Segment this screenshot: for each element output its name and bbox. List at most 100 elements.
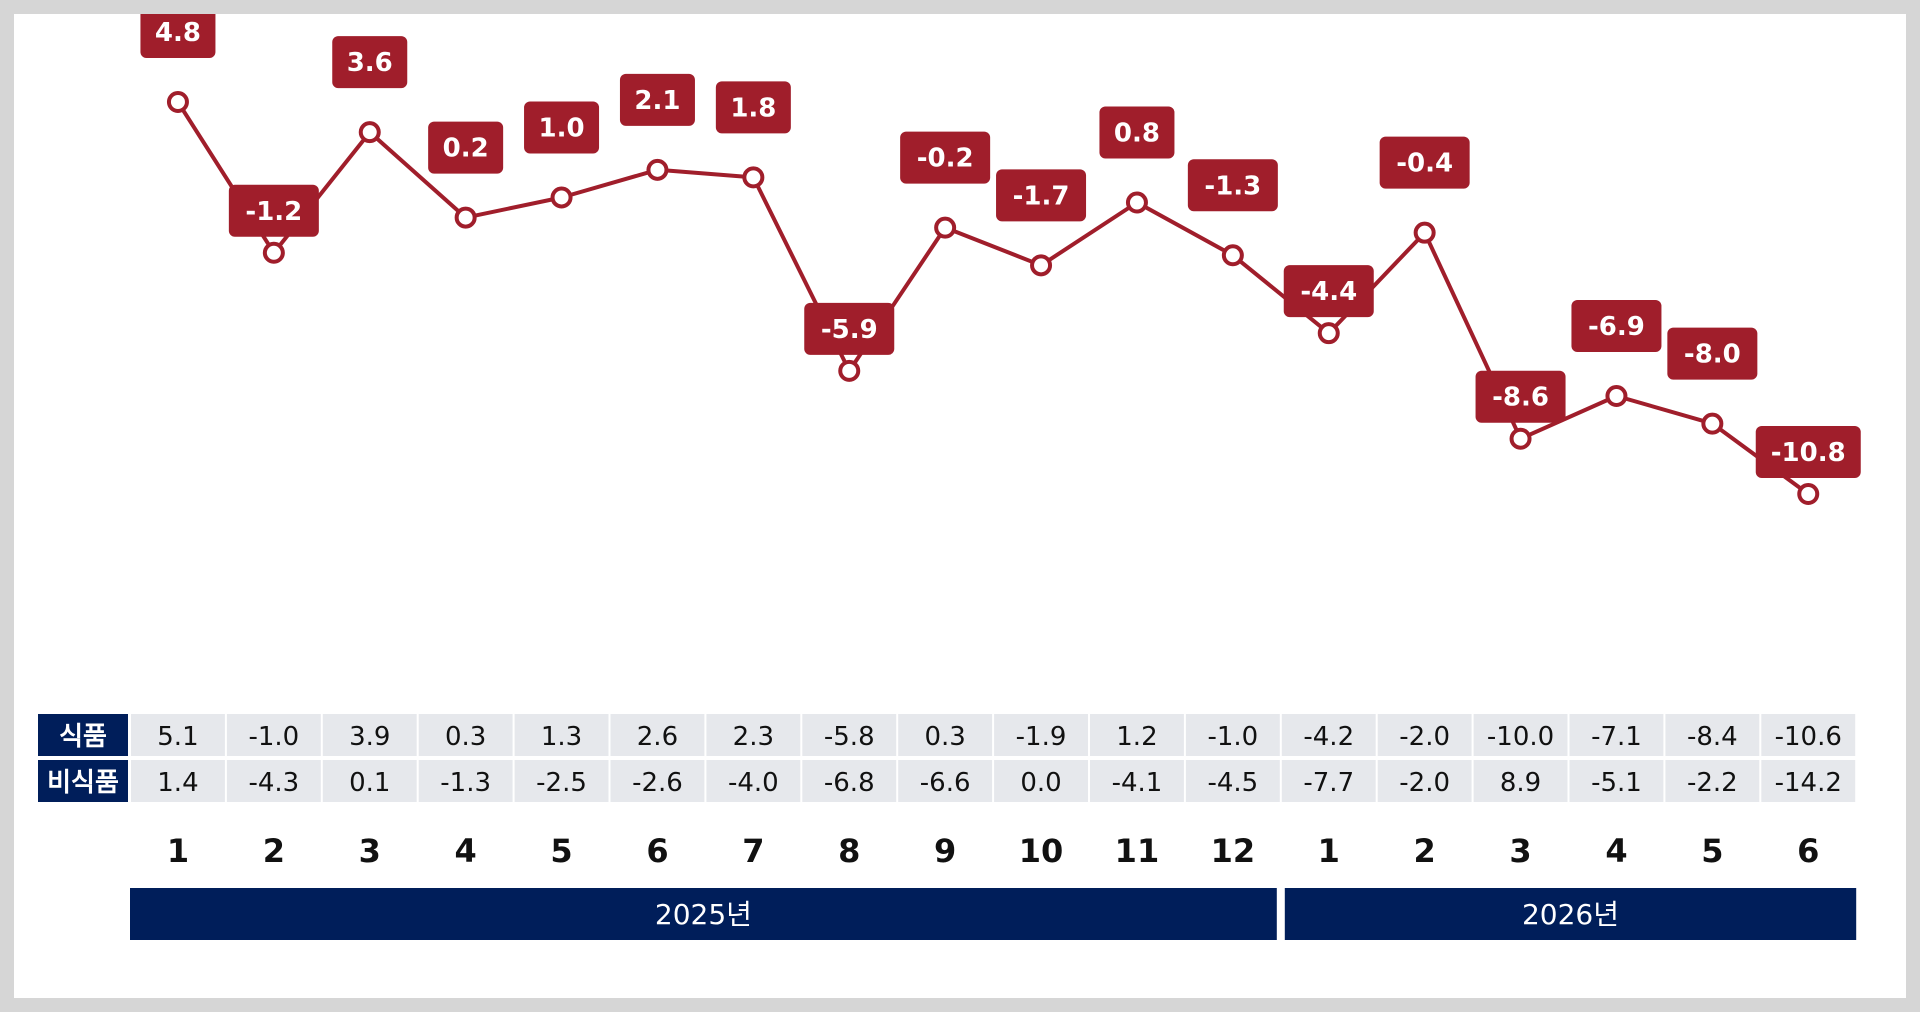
x-tick-label: 3 — [359, 832, 381, 870]
year-bar — [130, 888, 1277, 940]
x-tick-label: 1 — [1318, 832, 1340, 870]
table-cell: -4.3 — [248, 768, 299, 798]
table-cell-bg — [131, 714, 225, 756]
data-point — [358, 121, 381, 144]
table-cell: -4.1 — [1112, 768, 1163, 798]
table-cell: -10.6 — [1775, 722, 1842, 752]
x-tick-label: 4 — [1605, 832, 1627, 870]
table-cell-bg — [1281, 760, 1376, 802]
table-cell-bg — [898, 714, 993, 756]
x-tick-label: 2 — [1414, 832, 1436, 870]
table-cell: -7.7 — [1303, 768, 1354, 798]
table-cell-bg — [226, 760, 321, 802]
table-cell-bg — [418, 714, 513, 756]
table-cell: -10.0 — [1487, 722, 1554, 752]
x-tick-label: 5 — [550, 832, 572, 870]
x-tick-label: 3 — [1509, 832, 1531, 870]
data-label: 1.8 — [730, 93, 776, 123]
table-cell: 1.2 — [1116, 722, 1157, 752]
data-label: -1.7 — [1013, 181, 1070, 211]
table-cell-bg — [610, 760, 705, 802]
table-row-header-bg — [38, 714, 128, 756]
data-point — [934, 216, 957, 239]
table-cell: -1.9 — [1016, 722, 1067, 752]
data-point — [1509, 427, 1532, 450]
table-cell: -5.8 — [824, 722, 875, 752]
table-cell-bg — [706, 760, 801, 802]
data-label: -10.8 — [1771, 438, 1846, 468]
data-label-box — [524, 101, 600, 154]
table-cell-bg — [1185, 760, 1280, 802]
table-cell: -2.0 — [1399, 722, 1450, 752]
table-cell-bg — [1281, 714, 1376, 756]
table-cell: -7.1 — [1591, 722, 1642, 752]
line-chart: 4.8 -1.2 3.6 0.2 1.0 2.1 1.8 -5.9 -0.2 -1.7 0.8 -1.… — [38, 14, 1861, 940]
data-label: 0.8 — [1114, 119, 1160, 149]
data-label: 1.0 — [539, 113, 585, 143]
data-label-box — [228, 184, 319, 237]
data-point — [166, 91, 189, 113]
data-point — [454, 206, 477, 229]
x-tick-label: 8 — [838, 832, 860, 870]
data-label-box — [1283, 265, 1374, 318]
data-point — [1030, 254, 1053, 277]
table-cell-bg — [131, 760, 225, 802]
data-label: -5.9 — [821, 315, 878, 345]
x-tick-label: 2 — [263, 832, 285, 870]
data-label: -0.2 — [917, 144, 974, 174]
data-point — [742, 166, 765, 189]
data-point — [1413, 221, 1436, 244]
table-cell-bg — [898, 760, 993, 802]
table-cell-bg — [1569, 760, 1664, 802]
x-tick-label: 4 — [455, 832, 477, 870]
x-tick-label: 9 — [934, 832, 956, 870]
x-tick-label: 1 — [167, 832, 189, 870]
table-cell: -8.4 — [1687, 722, 1738, 752]
table-cell-bg — [994, 714, 1088, 756]
data-point — [1125, 191, 1148, 214]
x-tick-label: 12 — [1211, 832, 1256, 870]
table-cell-bg — [1473, 760, 1568, 802]
table-cell: -2.6 — [632, 768, 683, 798]
x-tick-label: 5 — [1701, 832, 1723, 870]
table-cell-bg — [610, 714, 705, 756]
year-label: 2026년 — [1522, 898, 1619, 931]
data-label: -8.0 — [1684, 340, 1741, 370]
data-label-box — [1475, 370, 1566, 423]
table-cell: 0.0 — [1020, 768, 1061, 798]
x-tick-label: 7 — [742, 832, 764, 870]
data-point — [1221, 244, 1244, 267]
table-cell-bg — [1090, 760, 1184, 802]
data-label-box — [1755, 426, 1861, 478]
table-cell-bg — [1185, 714, 1280, 756]
data-point — [1701, 412, 1724, 435]
data-point — [1605, 385, 1628, 407]
data-label-box — [715, 81, 791, 134]
data-label-box — [900, 131, 991, 184]
data-label-box — [1667, 327, 1758, 380]
table-row-header-bg — [38, 760, 128, 802]
table-cell-bg — [514, 714, 609, 756]
table-cell: 1.4 — [157, 768, 198, 798]
table-cell: -6.8 — [824, 768, 875, 798]
data-label-box — [1571, 300, 1662, 352]
table-cell: -4.2 — [1303, 722, 1354, 752]
table-cell-bg — [1761, 714, 1856, 756]
data-label-box — [1379, 136, 1470, 189]
data-point — [646, 158, 669, 181]
table-cell-bg — [226, 714, 321, 756]
data-label: 4.8 — [155, 18, 201, 48]
data-label-box — [428, 121, 504, 174]
table-cell-bg — [994, 760, 1088, 802]
table-cell: -2.2 — [1687, 768, 1738, 798]
data-label: -1.3 — [1204, 171, 1261, 201]
table-cell: 1.3 — [541, 722, 582, 752]
table-cell: -1.0 — [1207, 722, 1258, 752]
data-label: 2.1 — [634, 86, 680, 116]
table-cell: -2.0 — [1399, 768, 1450, 798]
table-row-header: 비식품 — [47, 768, 119, 798]
data-label: 3.6 — [347, 48, 393, 78]
data-label-box — [996, 169, 1087, 222]
data-point — [262, 241, 285, 264]
data-label: -8.6 — [1492, 383, 1549, 413]
